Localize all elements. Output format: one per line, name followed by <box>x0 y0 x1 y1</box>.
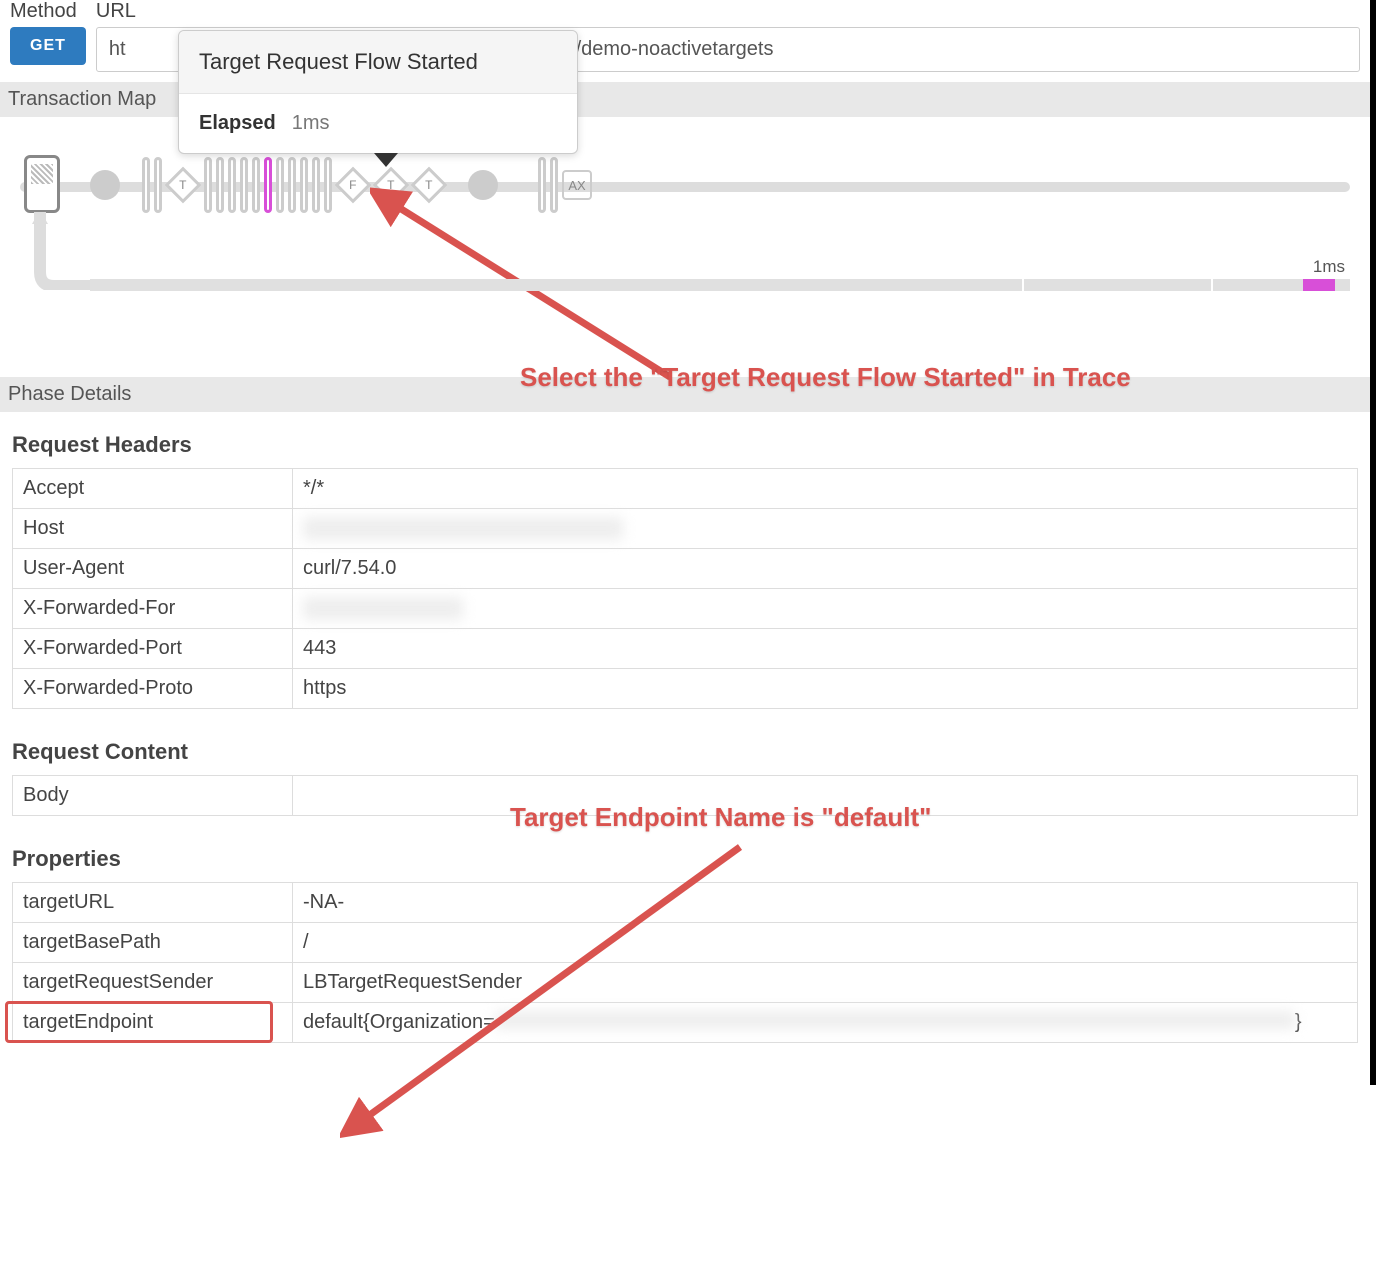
trace-node-pill[interactable] <box>288 157 296 213</box>
trace-node-pill[interactable] <box>538 157 546 213</box>
table-row: User-Agentcurl/7.54.0 <box>13 549 1358 589</box>
table-key: targetBasePath <box>13 923 293 963</box>
table-row: Accept*/* <box>13 469 1358 509</box>
table-key: targetRequestSender <box>13 963 293 1003</box>
trace-node-pill[interactable] <box>312 157 320 213</box>
http-method-button[interactable]: GET <box>10 27 86 65</box>
table-value: 443 <box>293 629 1358 669</box>
table-value: LBTargetRequestSender <box>293 963 1358 1003</box>
trace-node-pill[interactable] <box>252 157 260 213</box>
tooltip-elapsed-value: 1ms <box>292 112 330 135</box>
table-row: Host <box>13 509 1358 549</box>
trace-node-selected[interactable] <box>264 157 272 213</box>
timebar-label: 1ms <box>1313 257 1345 277</box>
table-value <box>293 509 1358 549</box>
trace-node-diamond[interactable]: T <box>373 167 410 204</box>
table-key: X-Forwarded-For <box>13 589 293 629</box>
table-row: X-Forwarded-Port443 <box>13 629 1358 669</box>
request-headers-table: Accept*/*Host User-Agentcurl/7.54.0X-For… <box>12 468 1358 709</box>
request-headers-title: Request Headers <box>12 432 1358 458</box>
table-key: X-Forwarded-Port <box>13 629 293 669</box>
table-row: targetURL-NA- <box>13 883 1358 923</box>
url-suffix: /demo-noactivetargets <box>576 38 774 60</box>
table-value <box>293 589 1358 629</box>
annotation-select-trace: Select the "Target Request Flow Started"… <box>520 362 1131 393</box>
table-key: Accept <box>13 469 293 509</box>
trace-node-pill[interactable] <box>142 157 150 213</box>
table-value: curl/7.54.0 <box>293 549 1358 589</box>
trace-node-square[interactable]: AX <box>562 170 592 200</box>
trace-tooltip: Target Request Flow Started Elapsed 1ms <box>178 30 578 154</box>
trace-node-pill[interactable] <box>300 157 308 213</box>
properties-title: Properties <box>12 846 1358 872</box>
table-value: default{Organization= } <box>293 1003 1358 1043</box>
url-label: URL <box>96 0 1360 23</box>
trace-node-diamond[interactable]: T <box>411 167 448 204</box>
trace-node-pill[interactable] <box>324 157 332 213</box>
tooltip-title: Target Request Flow Started <box>179 31 577 94</box>
table-key: targetURL <box>13 883 293 923</box>
table-row: targetRequestSenderLBTargetRequestSender <box>13 963 1358 1003</box>
trace-node-pill[interactable] <box>228 157 236 213</box>
trace-node-diamond[interactable]: F <box>335 167 372 204</box>
table-row: X-Forwarded-Protohttps <box>13 669 1358 709</box>
table-key: targetEndpoint <box>13 1003 293 1043</box>
url-prefix: ht <box>109 38 126 60</box>
annotation-target-endpoint: Target Endpoint Name is "default" <box>510 802 931 833</box>
table-value: https <box>293 669 1358 709</box>
trace-node-diamond[interactable]: T <box>165 167 202 204</box>
trace-node-pill[interactable] <box>154 157 162 213</box>
table-row: targetBasePath/ <box>13 923 1358 963</box>
transaction-map: TFTTAX Select the "Target Request Flow S… <box>0 117 1370 377</box>
table-value: -NA- <box>293 883 1358 923</box>
table-row: X-Forwarded-For <box>13 589 1358 629</box>
trace-node-pill[interactable] <box>204 157 212 213</box>
method-label: Method <box>10 0 86 23</box>
trace-node-circle[interactable] <box>90 170 120 200</box>
trace-node-pill[interactable] <box>276 157 284 213</box>
timebar[interactable] <box>90 279 1350 291</box>
request-content-title: Request Content <box>12 739 1358 765</box>
trace-node-pill[interactable] <box>240 157 248 213</box>
table-value: */* <box>293 469 1358 509</box>
trace-node-circle[interactable] <box>468 170 498 200</box>
table-key: User-Agent <box>13 549 293 589</box>
tooltip-elapsed-label: Elapsed <box>199 112 276 135</box>
trace-node-pill[interactable] <box>216 157 224 213</box>
table-key: Body <box>13 776 293 816</box>
table-row: targetEndpointdefault{Organization= } <box>13 1003 1358 1043</box>
properties-table: targetURL-NA-targetBasePath/targetReques… <box>12 882 1358 1043</box>
table-value: / <box>293 923 1358 963</box>
trace-node-pill[interactable] <box>550 157 558 213</box>
table-key: X-Forwarded-Proto <box>13 669 293 709</box>
table-key: Host <box>13 509 293 549</box>
client-icon <box>24 155 60 213</box>
